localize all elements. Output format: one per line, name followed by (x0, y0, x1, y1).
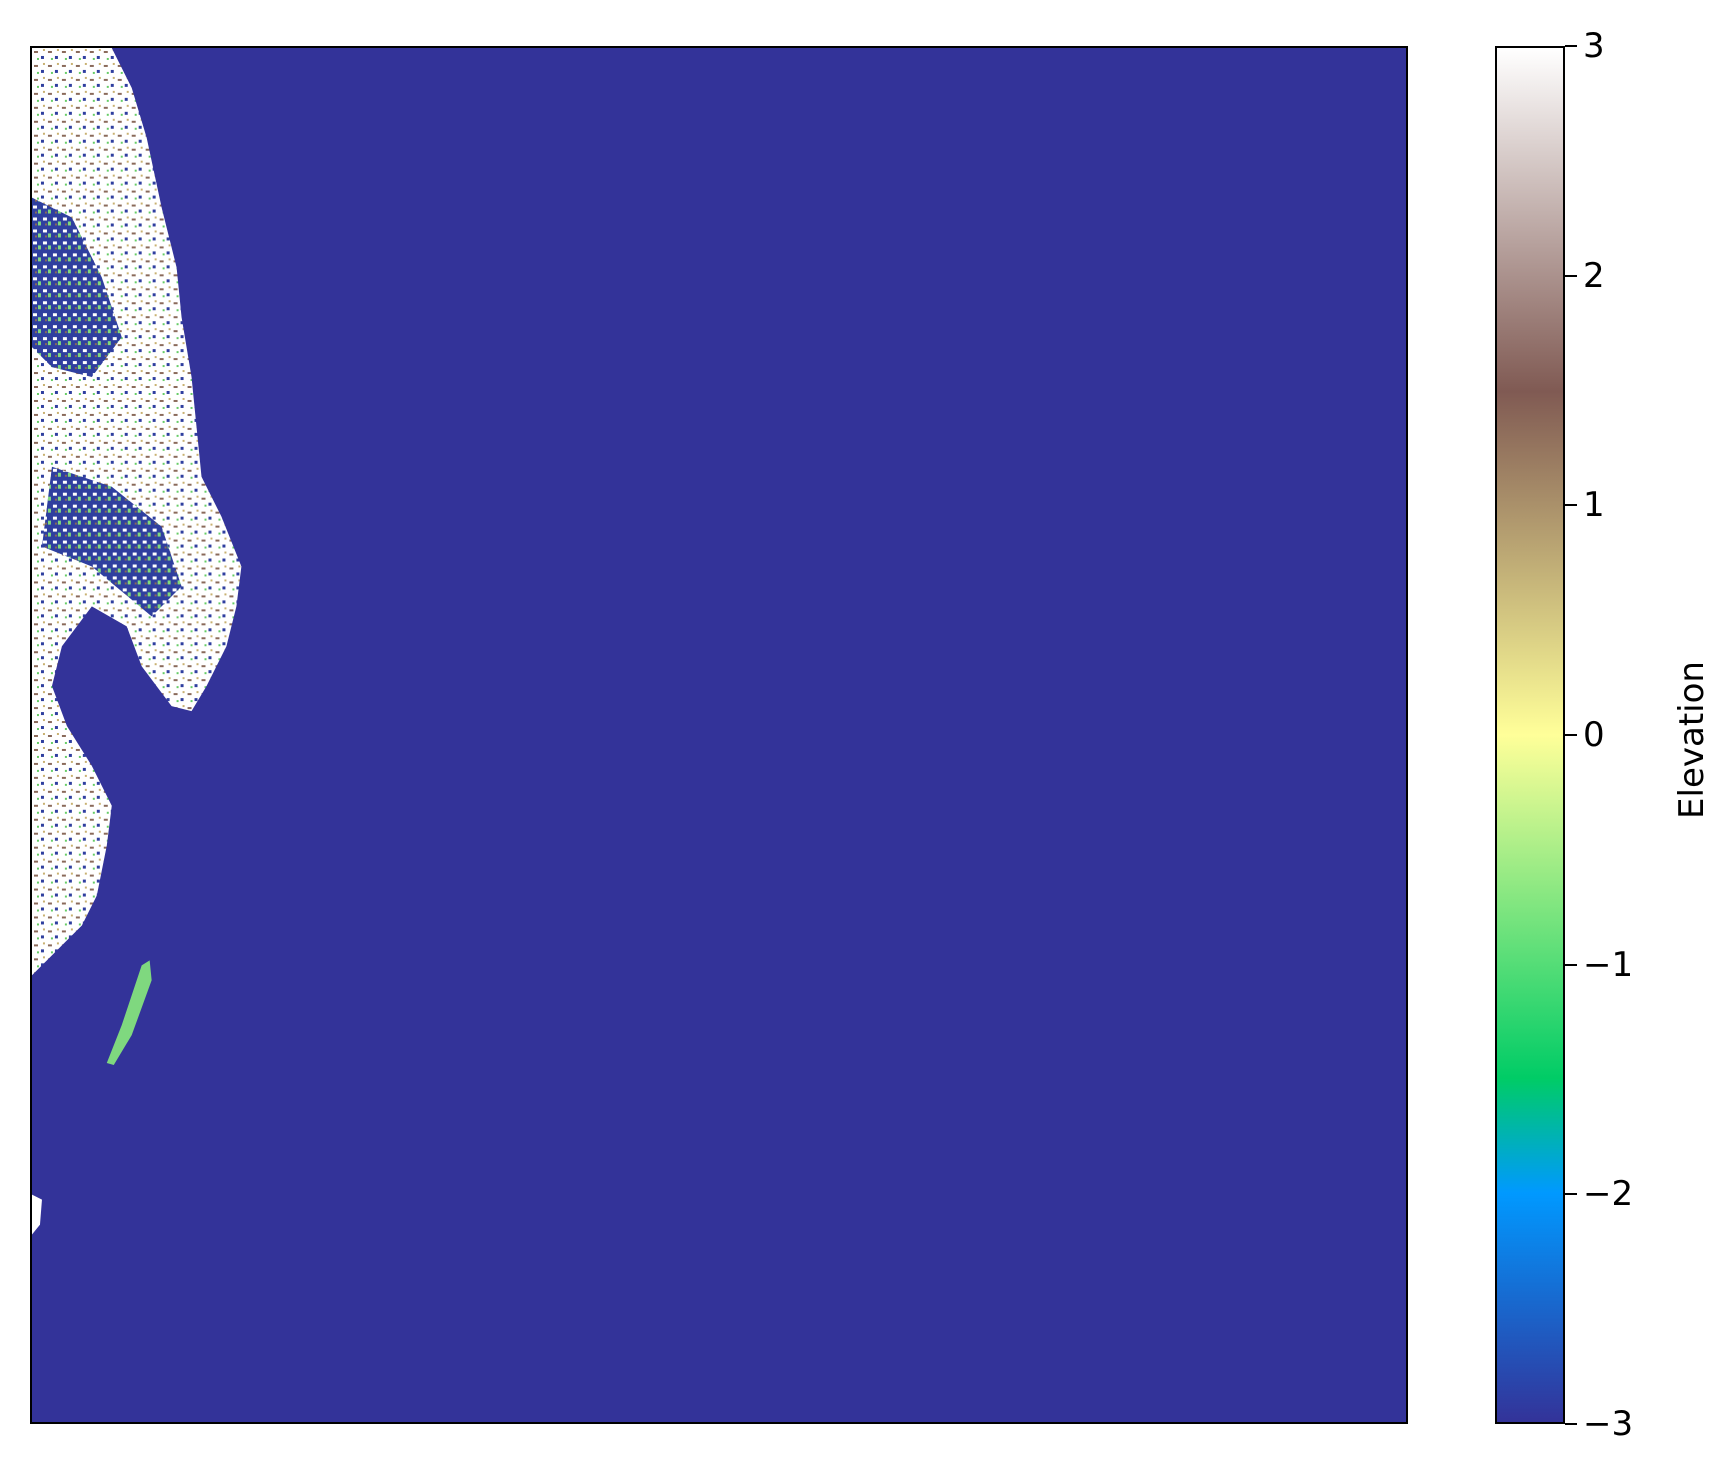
colorbar-tick-label: 3 (1583, 26, 1605, 66)
elevation-map (30, 46, 1408, 1424)
colorbar-tick-label: 0 (1583, 715, 1605, 755)
colorbar-tick-mark (1565, 274, 1577, 277)
colorbar-tick-mark (1565, 1193, 1577, 1196)
colorbar-tick-mark (1565, 45, 1577, 47)
landmass-inner-water (32, 197, 122, 378)
island-elongated (106, 960, 152, 1066)
colorbar-tick-mark (1565, 734, 1577, 736)
colorbar-tick-label: 2 (1583, 255, 1605, 296)
colorbar-label: Elevation (1672, 661, 1712, 819)
colorbar-tick-label: 1 (1583, 485, 1605, 526)
colorbar-tick-label: −2 (1583, 1174, 1634, 1215)
landmass-inner-water-2 (41, 466, 182, 617)
colorbar-tick-mark (1565, 963, 1577, 966)
elevation-raster (32, 48, 1406, 1422)
ocean-area (32, 48, 1406, 1422)
colorbar-tick-mark (1565, 1423, 1577, 1425)
colorbar-tick-mark (1565, 504, 1577, 507)
colorbar-tick-label: −3 (1583, 1404, 1634, 1444)
island-small (32, 1194, 42, 1235)
colorbar-tick-label: −1 (1583, 944, 1634, 985)
colorbar (1495, 46, 1565, 1424)
